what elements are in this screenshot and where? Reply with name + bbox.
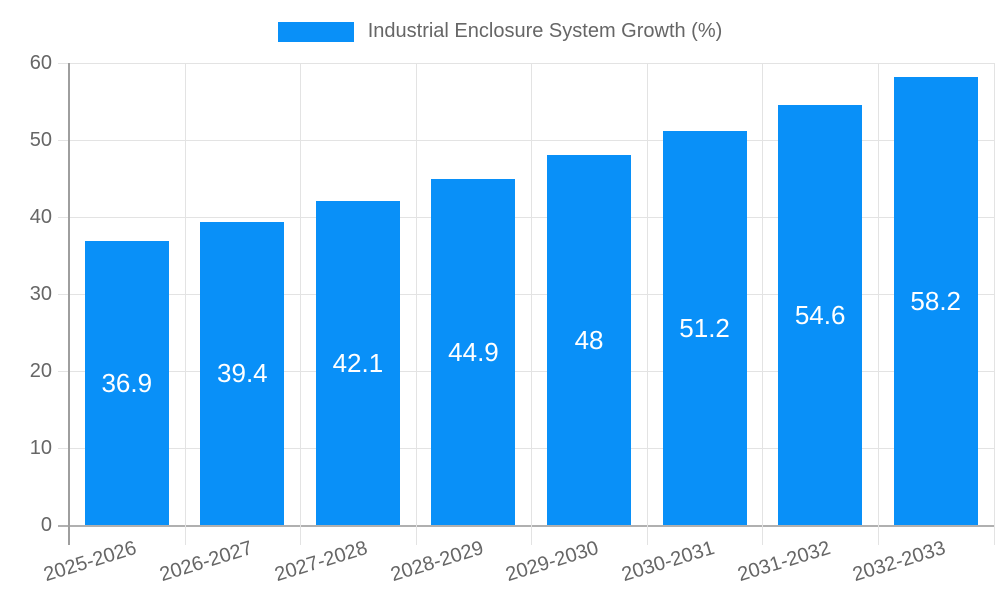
x-gridline	[415, 63, 417, 545]
bar[interactable]: 36.9	[84, 240, 169, 525]
y-tick-label: 40	[29, 206, 52, 228]
x-gridline	[646, 63, 648, 545]
y-tick-label: 0	[40, 514, 52, 536]
bar[interactable]: 39.4	[200, 221, 285, 525]
y-gridline	[58, 448, 994, 449]
x-gridline	[877, 63, 879, 545]
bar[interactable]: 48	[547, 155, 632, 525]
y-tick-label: 30	[29, 283, 52, 305]
x-tick-label: 2031-2032	[734, 537, 833, 587]
x-axis-line	[58, 525, 994, 527]
x-tick-label: 2026-2027	[156, 537, 255, 587]
y-tick-label: 60	[29, 52, 52, 74]
y-tick-label: 50	[29, 129, 52, 151]
x-tick-label: 2025-2026	[41, 537, 140, 587]
x-gridline	[762, 63, 764, 545]
x-gridline	[993, 63, 995, 545]
legend[interactable]: Industrial Enclosure System Growth (%)	[0, 20, 1000, 43]
y-gridline	[58, 63, 994, 64]
bar-value-label: 39.4	[217, 358, 268, 389]
legend-label: Industrial Enclosure System Growth (%)	[367, 20, 723, 42]
bar[interactable]: 54.6	[778, 104, 863, 525]
bar-value-label: 48	[574, 325, 604, 356]
x-tick-label: 2030-2031	[619, 537, 718, 587]
y-tick-label: 10	[29, 437, 52, 459]
x-tick-label: 2029-2030	[503, 537, 602, 587]
bar[interactable]: 44.9	[431, 179, 516, 525]
bar[interactable]: 51.2	[662, 130, 747, 525]
bar-value-label: 44.9	[448, 337, 499, 368]
bar[interactable]: 58.2	[893, 76, 978, 525]
y-gridline	[58, 140, 994, 141]
x-gridline	[531, 63, 533, 545]
y-axis-line	[67, 63, 70, 545]
legend-swatch	[277, 21, 354, 42]
y-tick-label: 20	[29, 360, 52, 382]
x-gridline	[184, 63, 186, 545]
x-tick-label: 2032-2033	[850, 537, 949, 587]
y-gridline	[58, 217, 994, 218]
y-gridline	[58, 371, 994, 372]
bar-value-label: 42.1	[332, 347, 384, 378]
x-tick-label: 2027-2028	[272, 537, 371, 587]
y-gridline	[58, 294, 994, 295]
bar-value-label: 54.6	[794, 299, 846, 330]
bar-value-label: 58.2	[910, 285, 962, 316]
bar-value-label: 51.2	[679, 312, 730, 343]
bar[interactable]: 42.1	[315, 200, 400, 525]
x-tick-label: 2028-2029	[387, 537, 486, 587]
bar-value-label: 36.9	[101, 367, 153, 398]
x-gridline	[300, 63, 302, 545]
